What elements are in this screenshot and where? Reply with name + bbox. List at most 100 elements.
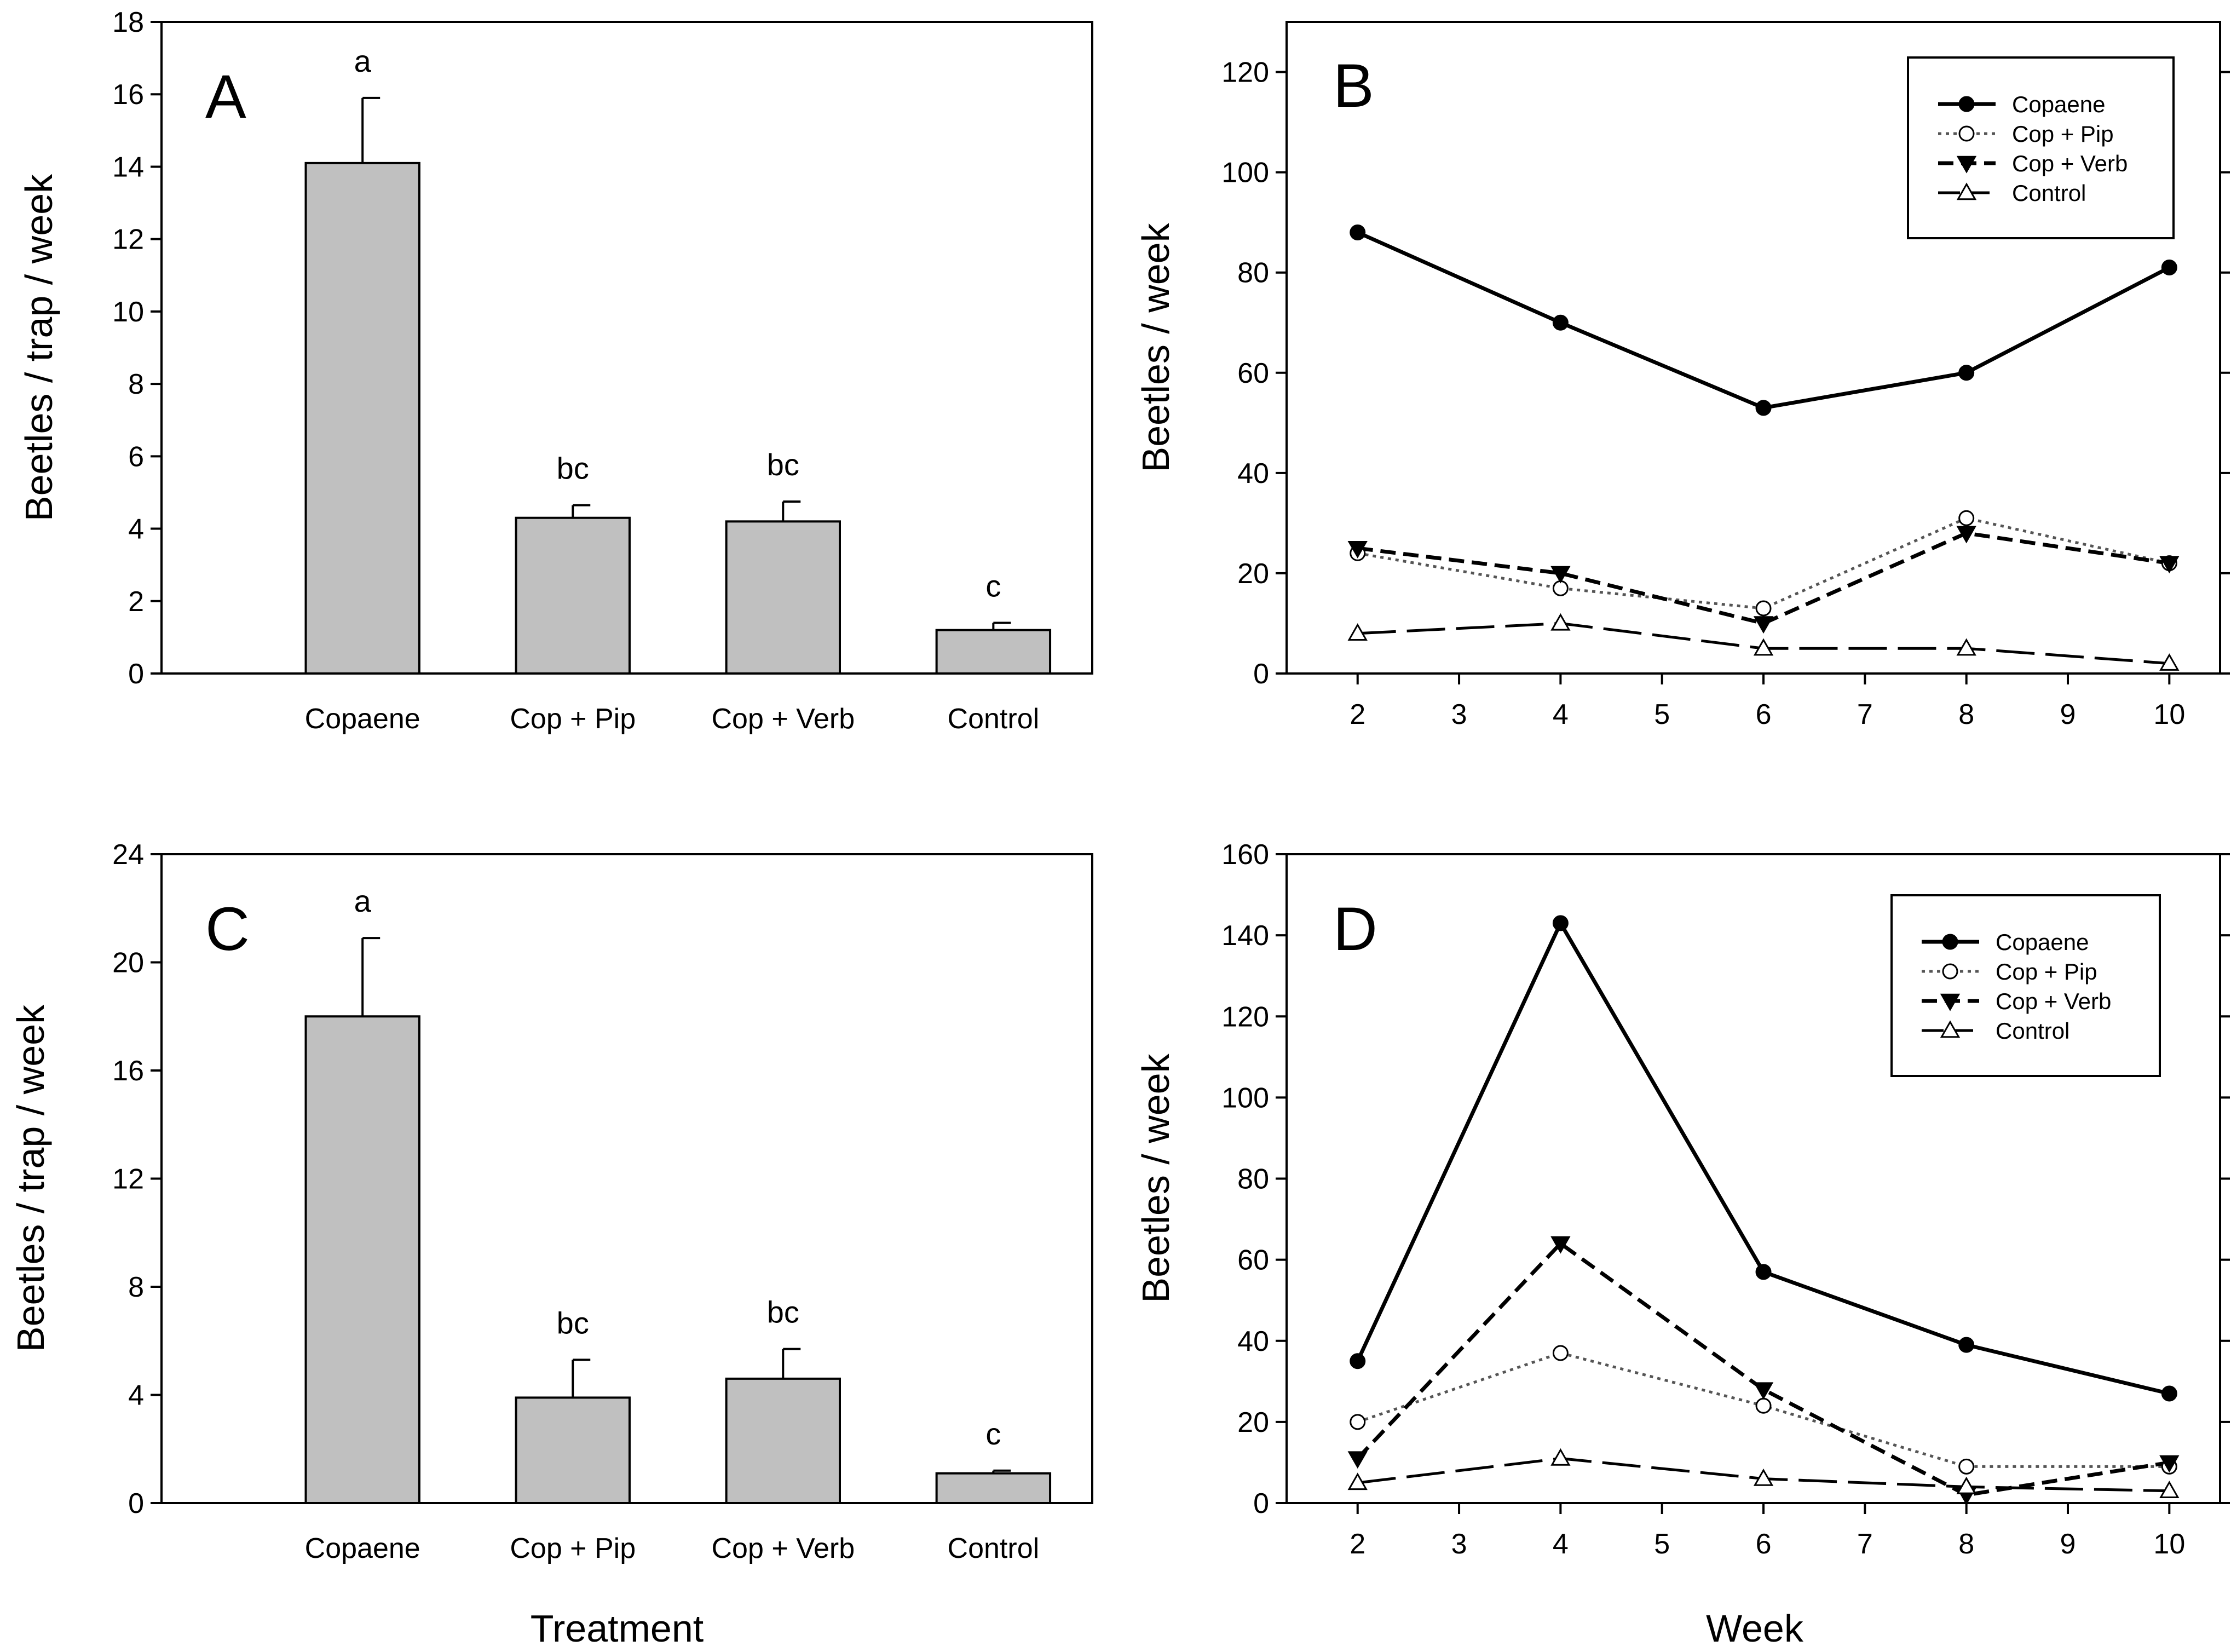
series-2-point-4 xyxy=(1958,1458,1975,1475)
x-tick-label: 7 xyxy=(1857,1528,1873,1560)
y-tick-label: 0 xyxy=(1253,658,1269,690)
significance-label-2: bc xyxy=(557,1305,589,1340)
category-label-4: Control xyxy=(948,703,1040,735)
series-4-point-4 xyxy=(1956,638,1976,656)
legend-label-3: Cop + Verb xyxy=(1996,988,2111,1014)
y-tick-label: 0 xyxy=(128,1488,144,1519)
y-tick-label: 8 xyxy=(128,1271,144,1303)
y-tick-label: 80 xyxy=(1237,257,1269,289)
y-tick-label: 40 xyxy=(1237,1326,1269,1357)
significance-label-3: bc xyxy=(767,447,799,482)
category-label-2: Cop + Pip xyxy=(510,1533,636,1564)
bar-2 xyxy=(515,516,631,675)
category-label-3: Cop + Verb xyxy=(711,703,855,735)
series-1-point-4 xyxy=(1958,365,1975,381)
y-tick-label: 24 xyxy=(112,839,144,871)
y-tick-label: 40 xyxy=(1237,458,1269,490)
series-1-point-4 xyxy=(1958,1337,1975,1353)
category-label-3: Cop + Verb xyxy=(711,1533,855,1564)
y-tick-label: 16 xyxy=(112,1055,144,1087)
series-3-point-3 xyxy=(1753,1382,1774,1400)
legend-label-2: Cop + Pip xyxy=(2012,121,2114,147)
bar-4 xyxy=(935,629,1052,675)
y-tick-label: 4 xyxy=(128,514,144,545)
x-tick-label: 7 xyxy=(1857,699,1873,730)
series-2-point-4 xyxy=(1958,510,1975,526)
y-tick-label: 12 xyxy=(112,224,144,256)
series-line-3 xyxy=(1356,1241,2170,1497)
y-tick-label: 120 xyxy=(1221,57,1269,89)
series-3-point-1 xyxy=(1347,540,1368,559)
series-4-point-3 xyxy=(1753,1468,1774,1486)
y-tick-label: 60 xyxy=(1237,1245,1269,1276)
y-tick-label: 6 xyxy=(128,441,144,473)
legend-marker-4 xyxy=(1940,1020,1961,1038)
panel-b-line-chart: 0 20 40 60 80 100 120 2 3 4 5 6 7 8 9 10 Copaene Cop + Pi… xyxy=(1134,21,2230,730)
category-label-2: Cop + Pip xyxy=(510,703,636,735)
series-line-3 xyxy=(1357,531,2170,625)
series-3-point-2 xyxy=(1550,566,1571,584)
series-2-point-3 xyxy=(1755,600,1772,617)
legend-marker-3 xyxy=(1956,156,1977,174)
plot-frame xyxy=(1285,21,2221,675)
y-axis-label: Beetles / week xyxy=(1134,1053,1177,1303)
y-tick-label: 14 xyxy=(112,151,144,183)
legend-marker-1 xyxy=(1958,96,1975,112)
y-tick-label: 20 xyxy=(1237,1407,1269,1438)
series-2-point-3 xyxy=(1755,1397,1772,1414)
y-tick-label: 140 xyxy=(1221,920,1269,952)
series-3-point-3 xyxy=(1753,616,1774,634)
series-2-point-1 xyxy=(1350,1414,1366,1430)
series-3-point-4 xyxy=(1956,526,1976,544)
y-tick-label: 160 xyxy=(1221,839,1269,871)
shared-x-label-treatment: Treatment xyxy=(531,1607,704,1650)
panel-d-line-chart: 0 20 40 60 80 100 120 140 160 2 3 4 5 6 7 8 9 10 Copaene Co… xyxy=(1134,839,2230,1560)
y-tick-label: 10 xyxy=(112,296,144,328)
series-1-point-5 xyxy=(2161,260,2177,276)
legend-marker-4 xyxy=(1956,182,1977,200)
series-1-point-5 xyxy=(2161,1385,2177,1402)
series-1-point-2 xyxy=(1552,314,1569,331)
y-tick-label: 60 xyxy=(1237,358,1269,389)
x-tick-label: 5 xyxy=(1654,1528,1670,1560)
legend-label-1: Copaene xyxy=(1996,929,2089,955)
x-tick-label: 2 xyxy=(1350,699,1365,730)
x-tick-label: 9 xyxy=(2060,699,2076,730)
legend-label-2: Cop + Pip xyxy=(1996,959,2097,985)
series-4-point-1 xyxy=(1347,623,1368,641)
y-tick-label: 0 xyxy=(128,658,144,690)
y-tick-label: 16 xyxy=(112,79,144,111)
x-tick-label: 6 xyxy=(1756,699,1772,730)
x-tick-label: 4 xyxy=(1553,1528,1569,1560)
series-3-point-1 xyxy=(1347,1451,1368,1469)
legend-marker-2 xyxy=(1958,125,1975,142)
y-tick-label: 8 xyxy=(128,369,144,400)
series-1-point-1 xyxy=(1350,224,1366,240)
significance-label-4: c xyxy=(985,568,1001,603)
panel-letter: C xyxy=(205,895,250,963)
x-tick-label: 6 xyxy=(1756,1528,1772,1560)
series-1-point-2 xyxy=(1552,915,1569,931)
series-3-point-5 xyxy=(2159,556,2180,574)
y-tick-label: 0 xyxy=(1253,1488,1269,1519)
series-4-point-1 xyxy=(1347,1472,1368,1490)
bar-4 xyxy=(935,1472,1052,1504)
legend-label-4: Control xyxy=(1996,1018,2069,1044)
significance-label-2: bc xyxy=(557,451,589,486)
series-4-point-2 xyxy=(1550,1448,1571,1466)
shared-x-label-week: Week xyxy=(1706,1607,1804,1650)
x-tick-label: 10 xyxy=(2153,1528,2185,1560)
significance-label-1: a xyxy=(354,44,372,78)
series-3-point-2 xyxy=(1550,1236,1571,1254)
bar-2 xyxy=(515,1396,631,1504)
series-4-point-5 xyxy=(2159,1481,2180,1498)
series-4-point-5 xyxy=(2159,653,2180,671)
y-tick-label: 18 xyxy=(112,7,144,38)
y-tick-label: 2 xyxy=(128,586,144,618)
x-tick-label: 8 xyxy=(1958,1528,1974,1560)
x-tick-label: 9 xyxy=(2060,1528,2076,1560)
y-tick-label: 100 xyxy=(1221,1082,1269,1114)
y-tick-label: 80 xyxy=(1237,1164,1269,1195)
y-axis-label: Beetles / week xyxy=(1134,222,1177,472)
category-label-4: Control xyxy=(948,1533,1040,1564)
